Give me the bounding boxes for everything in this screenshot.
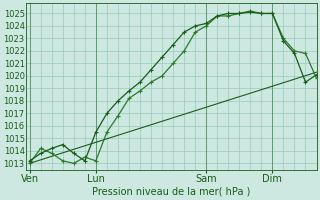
X-axis label: Pression niveau de la mer( hPa ): Pression niveau de la mer( hPa )	[92, 187, 251, 197]
